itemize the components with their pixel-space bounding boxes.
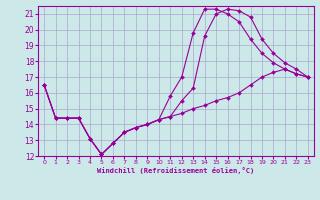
X-axis label: Windchill (Refroidissement éolien,°C): Windchill (Refroidissement éolien,°C) [97,167,255,174]
